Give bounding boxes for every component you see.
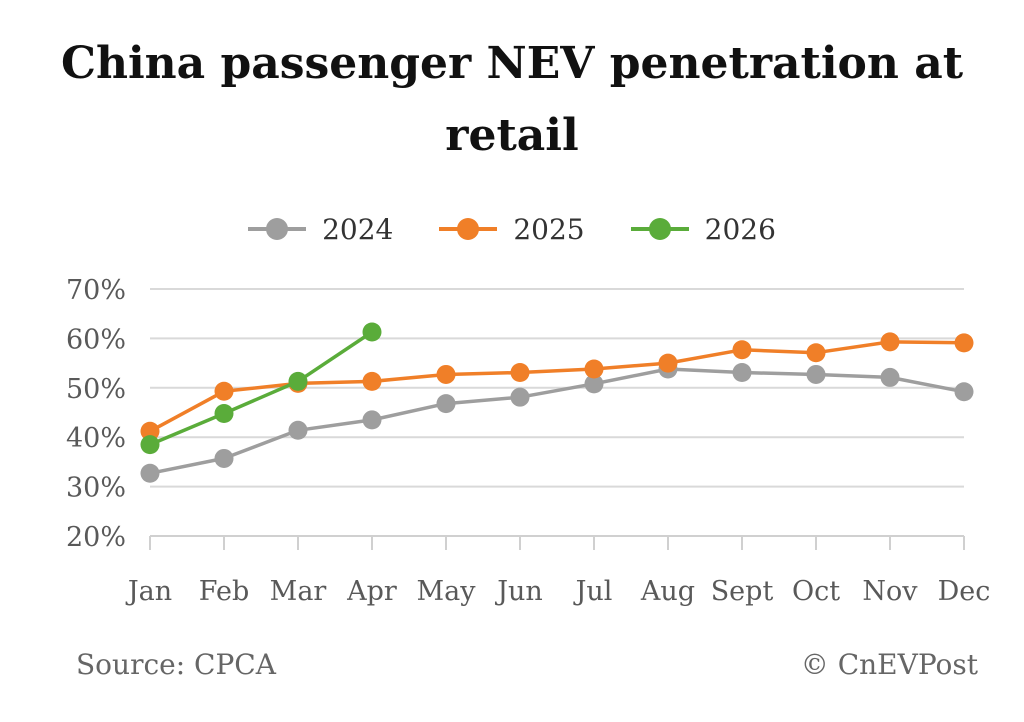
x-tick-label: Jul — [573, 576, 613, 607]
legend-dot-2025 — [457, 218, 480, 240]
data-point-2026 — [140, 435, 160, 455]
data-point-2025 — [584, 359, 604, 379]
x-tick-label: Oct — [792, 576, 840, 607]
data-point-2024 — [880, 367, 900, 387]
y-tick-label: 40% — [66, 423, 126, 454]
data-point-2026 — [288, 371, 308, 391]
data-point-2025 — [954, 333, 974, 353]
credit-note: © CnEVPost — [800, 648, 978, 681]
x-tick-label: Mar — [270, 576, 327, 607]
data-point-2024 — [510, 387, 530, 407]
series-line-2025 — [149, 340, 965, 433]
source-note: Source: CPCA — [76, 648, 276, 681]
legend-marker-2024 — [248, 218, 307, 240]
legend-label-2025: 2025 — [513, 212, 585, 246]
x-tick-label: Aug — [640, 576, 695, 607]
data-point-2024 — [362, 410, 382, 430]
legend-dot-2026 — [648, 218, 671, 240]
x-tick-label: Jan — [125, 576, 172, 607]
series-line-2026 — [149, 330, 373, 447]
data-point-2024 — [140, 463, 160, 483]
data-point-2024 — [806, 364, 826, 384]
data-point-2026 — [362, 322, 382, 342]
x-tick-label: May — [417, 576, 477, 607]
legend-label-2024: 2024 — [322, 212, 394, 246]
data-point-2025 — [214, 381, 234, 401]
legend-dot-2024 — [266, 218, 289, 240]
data-point-2025 — [510, 362, 530, 382]
chart-title: China passenger NEV penetration at retai… — [60, 38, 964, 161]
data-point-2025 — [732, 340, 752, 360]
y-tick-label: 20% — [66, 522, 126, 553]
data-point-2024 — [732, 362, 752, 382]
legend-marker-2025 — [439, 218, 498, 240]
x-tick-label: Sept — [711, 576, 774, 607]
x-tick-label: Nov — [862, 576, 918, 607]
y-tick-label: 30% — [66, 473, 126, 504]
data-point-2024 — [288, 420, 308, 440]
x-tick-label: Dec — [938, 576, 991, 607]
y-tick-label: 50% — [66, 374, 126, 405]
data-point-2024 — [954, 382, 974, 402]
data-point-2025 — [436, 364, 456, 384]
legend-marker-2026 — [630, 218, 689, 240]
data-point-2026 — [214, 403, 234, 423]
data-point-2025 — [362, 371, 382, 391]
y-tick-label: 70% — [66, 275, 126, 306]
x-tick-label: Apr — [346, 576, 397, 607]
y-tick-label: 60% — [66, 324, 126, 355]
legend-item-2026: 2026 — [630, 212, 776, 246]
chart-legend: 2024 2025 2026 — [0, 206, 1024, 252]
series-line-2024 — [149, 367, 965, 476]
x-tick-label: Feb — [199, 576, 250, 607]
data-point-2024 — [436, 394, 456, 414]
data-point-2025 — [806, 343, 826, 363]
legend-label-2026: 2026 — [704, 212, 776, 246]
data-point-2024 — [214, 448, 234, 468]
data-point-2024 — [584, 374, 604, 394]
data-point-2025 — [140, 421, 160, 441]
legend-item-2024: 2024 — [248, 213, 393, 246]
x-tick-label: Jun — [494, 576, 543, 607]
data-point-2025 — [880, 332, 900, 352]
data-point-2025 — [658, 353, 678, 373]
legend-item-2025: 2025 — [439, 212, 585, 246]
